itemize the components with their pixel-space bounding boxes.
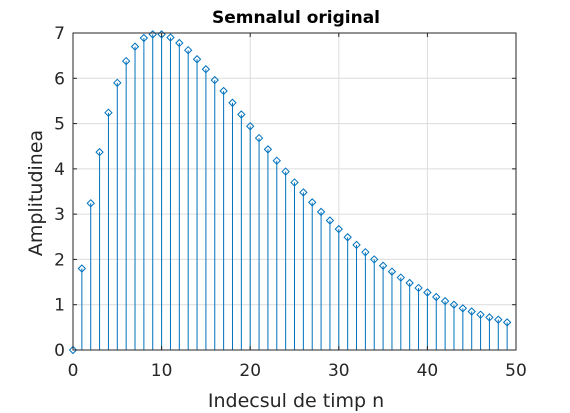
y-tick-label: 1 [54,296,65,316]
y-tick-label: 7 [54,24,65,44]
y-tick-label: 6 [54,69,65,89]
x-tick-label: 30 [328,361,350,381]
chart-title: Semnalul original [212,8,380,28]
series-stems [73,34,507,350]
y-tick-label: 2 [54,250,65,270]
y-tick-label: 4 [54,160,65,180]
x-tick-label: 20 [239,361,261,381]
x-tick-label: 10 [151,361,173,381]
y-tick-label: 0 [54,341,65,361]
x-tick-label: 0 [68,361,79,381]
x-axis-label: Indecsul de timp n [208,390,384,412]
tick-labels: 0 10 20 30 40 50 0 1 2 3 4 5 6 7 [54,24,527,381]
x-tick-label: 50 [505,361,527,381]
y-tick-label: 3 [54,205,65,225]
y-tick-label: 5 [54,115,65,135]
y-axis-label: Amplitudinea [25,130,47,256]
x-tick-label: 40 [417,361,439,381]
